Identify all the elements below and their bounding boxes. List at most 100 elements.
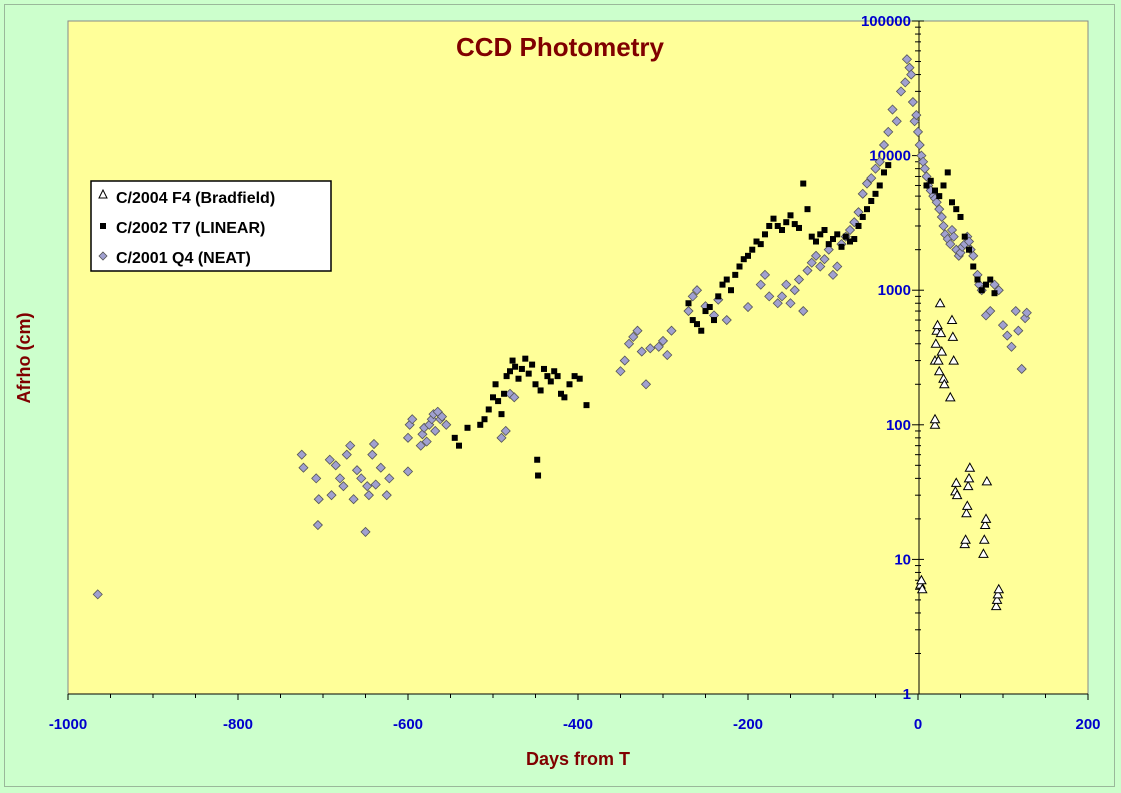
point-linear	[936, 193, 943, 200]
point-neat	[441, 419, 452, 430]
chart-frame	[4, 4, 1115, 787]
point-neat	[619, 355, 630, 366]
point-neat	[785, 298, 796, 309]
legend-marker-square	[100, 223, 106, 229]
y-tick-label: 100000	[861, 13, 911, 30]
point-neat	[759, 269, 771, 280]
point-linear	[576, 375, 583, 382]
point-linear	[537, 387, 544, 394]
point-linear	[770, 215, 777, 222]
point-neat	[945, 239, 956, 250]
point-linear	[501, 390, 508, 397]
point-neat	[936, 211, 947, 223]
point-neat	[907, 96, 918, 108]
point-bradfield	[962, 480, 974, 491]
point-linear	[838, 243, 845, 250]
point-bradfield	[981, 475, 993, 486]
point-linear	[525, 370, 532, 377]
point-bradfield	[960, 534, 971, 544]
point-linear	[507, 368, 513, 375]
point-neat	[436, 411, 448, 422]
point-neat	[844, 224, 856, 236]
point-linear	[529, 361, 536, 368]
point-bradfield	[934, 297, 946, 308]
point-neat	[764, 291, 775, 302]
point-linear	[698, 327, 705, 334]
x-tick-label: -400	[563, 716, 593, 733]
point-linear	[456, 442, 462, 449]
point-linear	[503, 373, 510, 380]
point-neat	[781, 279, 792, 290]
point-linear	[711, 317, 717, 324]
point-neat	[341, 449, 352, 460]
point-linear	[561, 394, 568, 401]
point-neat	[911, 110, 922, 121]
point-linear	[749, 246, 756, 253]
point-linear	[983, 281, 989, 288]
point-bradfield	[991, 594, 1003, 604]
point-linear	[987, 276, 994, 283]
x-tick-label: 200	[1075, 716, 1100, 733]
point-linear	[804, 206, 811, 213]
point-linear	[481, 416, 488, 423]
point-neat	[296, 449, 307, 460]
point-bradfield	[950, 477, 962, 487]
point-neat	[384, 473, 395, 484]
point-linear	[825, 241, 832, 248]
point-linear	[732, 271, 739, 278]
point-neat	[1002, 330, 1013, 341]
point-linear	[885, 162, 892, 169]
point-linear	[927, 177, 934, 184]
point-neat	[623, 338, 635, 349]
point-bradfield	[961, 507, 972, 518]
point-linear	[991, 290, 998, 297]
point-neat	[776, 291, 788, 302]
legend-label-linear: C/2002 T7 (LINEAR)	[116, 220, 265, 237]
point-neat	[810, 250, 822, 261]
y-tick-label: 10	[894, 551, 911, 568]
point-neat	[348, 494, 359, 505]
point-linear	[583, 402, 590, 409]
point-bradfield	[948, 355, 960, 365]
point-linear	[834, 231, 841, 238]
point-linear	[808, 233, 815, 240]
point-linear	[566, 381, 573, 388]
point-neat	[338, 481, 349, 492]
point-neat	[1006, 341, 1017, 352]
point-neat	[1013, 325, 1024, 336]
point-neat	[742, 301, 754, 313]
point-neat	[407, 414, 418, 425]
point-neat	[345, 440, 356, 451]
point-linear	[689, 317, 696, 324]
chart-title: CCD Photometry	[456, 32, 665, 62]
point-linear	[932, 187, 938, 194]
point-linear	[970, 263, 977, 270]
point-neat	[330, 460, 341, 471]
point-linear	[940, 182, 947, 189]
point-linear	[547, 378, 554, 385]
point-neat	[363, 490, 374, 501]
point-neat	[636, 346, 647, 357]
point-linear	[534, 456, 541, 463]
x-tick-label: -1000	[49, 716, 87, 733]
data-points	[92, 54, 1032, 611]
point-linear	[544, 373, 551, 380]
x-tick-label: -200	[733, 716, 763, 733]
point-neat	[832, 261, 843, 272]
point-linear	[757, 241, 764, 248]
point-neat	[1016, 363, 1027, 375]
point-neat	[997, 320, 1009, 331]
point-bradfield	[978, 548, 989, 558]
point-bradfield	[933, 365, 945, 376]
point-linear	[558, 390, 564, 397]
point-linear	[796, 224, 802, 231]
point-neat	[912, 126, 924, 137]
point-linear	[876, 182, 883, 189]
point-linear	[740, 256, 747, 263]
point-neat	[628, 331, 639, 342]
y-axis-title: Afrho (cm)	[14, 313, 34, 404]
point-linear	[541, 365, 547, 372]
point-linear	[485, 406, 492, 413]
point-neat	[334, 473, 346, 484]
point-neat	[827, 269, 839, 280]
